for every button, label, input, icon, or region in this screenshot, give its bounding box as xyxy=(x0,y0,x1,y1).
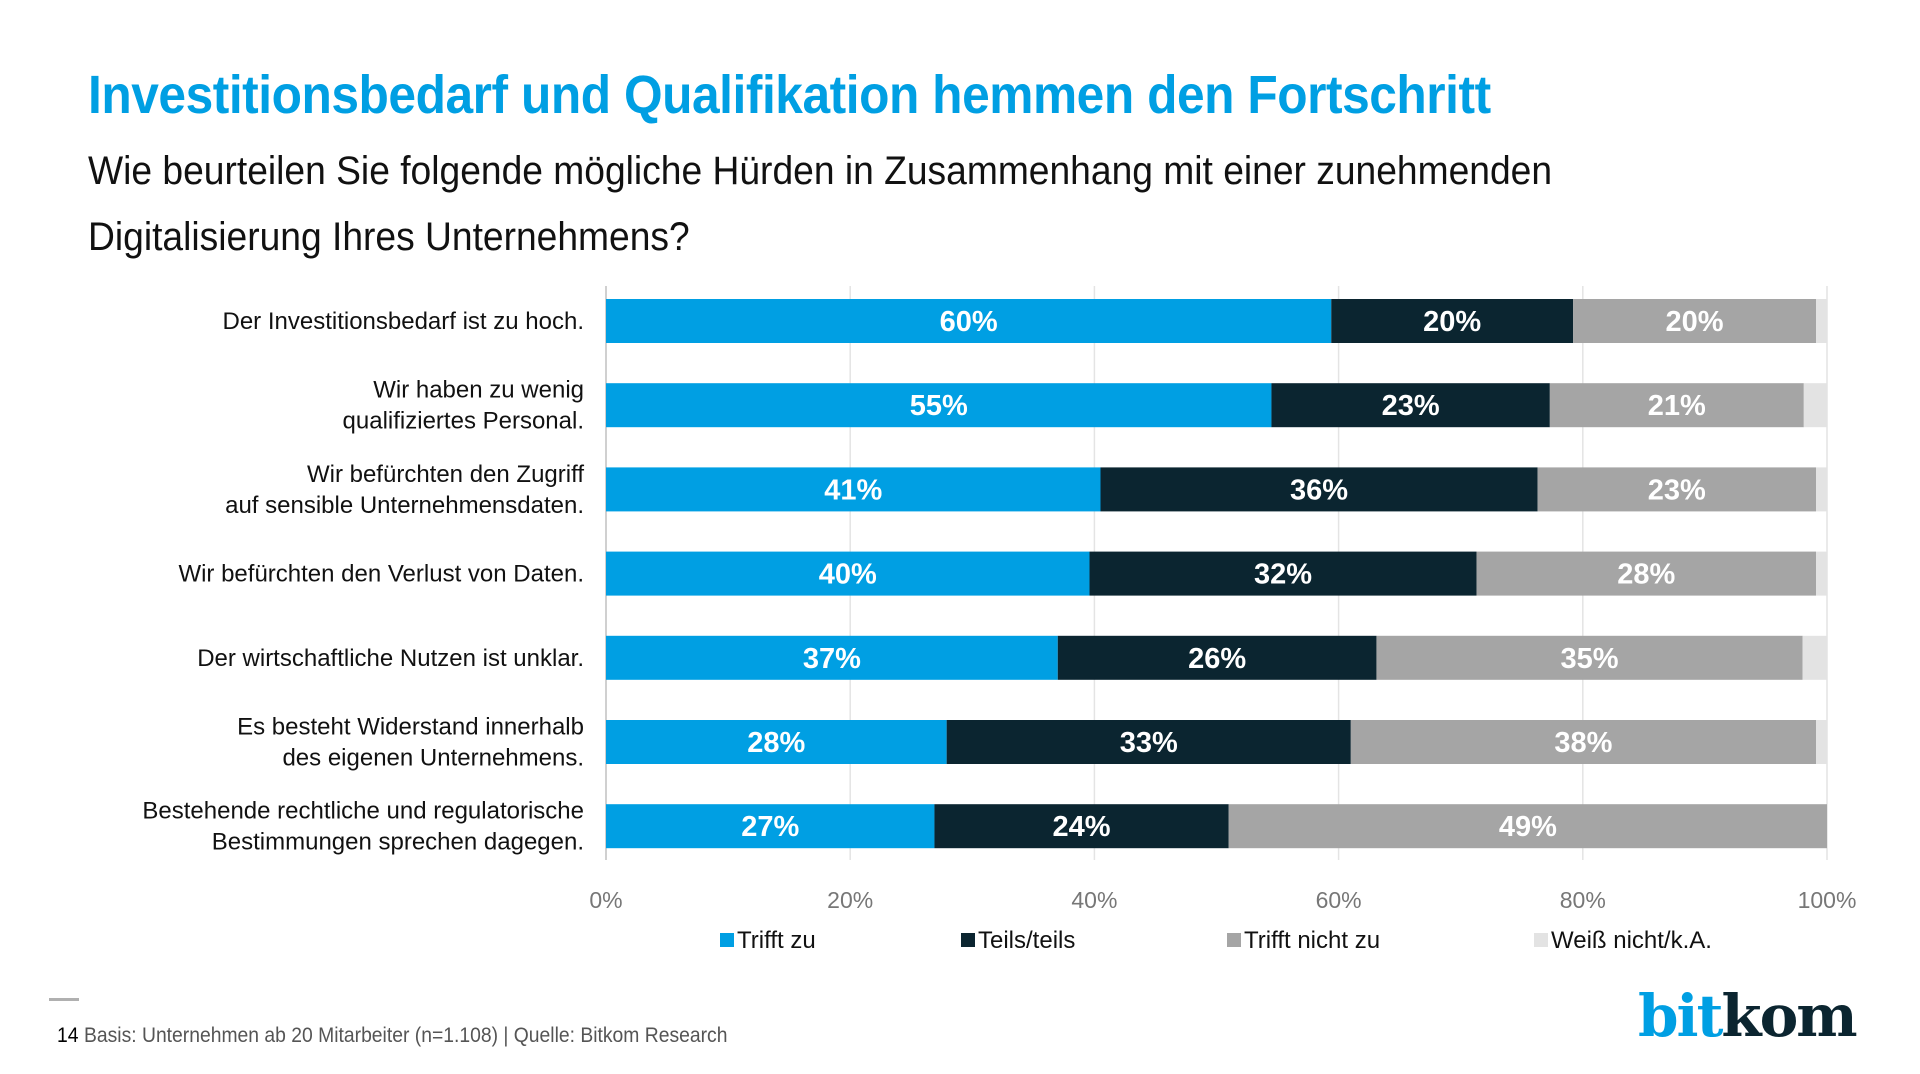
footer-note: 14 Basis: Unternehmen ab 20 Mitarbeiter (… xyxy=(57,1024,727,1048)
x-tick-label: 20% xyxy=(827,887,873,913)
data-label: 60% xyxy=(940,306,998,338)
bar-segment xyxy=(1549,383,1804,428)
logo-part-bit: bit xyxy=(1638,982,1723,1050)
legend-item: Teils/teils xyxy=(961,927,1075,954)
legend-swatch xyxy=(961,933,975,947)
bar-segment xyxy=(606,383,1272,428)
page-title: Investitionsbedarf und Qualifikation hem… xyxy=(88,65,1491,125)
category-label: Wir haben zu wenig xyxy=(373,377,584,404)
legend-swatch xyxy=(1227,933,1241,947)
bar-segment xyxy=(1816,299,1827,343)
subtitle-line-2: Digitalisierung Ihres Unternehmens? xyxy=(88,215,690,259)
bar-segment xyxy=(606,299,1332,343)
category-label: Bestehende rechtliche und regulatorische xyxy=(142,798,584,825)
legend-label: Trifft zu xyxy=(737,927,816,954)
bar-segment xyxy=(1802,635,1827,680)
bar-segment xyxy=(1476,551,1817,596)
bar-segment xyxy=(1271,383,1550,428)
data-label: 35% xyxy=(1560,643,1618,675)
category-label: Wir befürchten den Verlust von Daten. xyxy=(178,561,584,588)
category-labels: Der Investitionsbedarf ist zu hoch. Wir h… xyxy=(142,308,584,856)
bar-segment xyxy=(606,720,947,764)
bar-segment xyxy=(1537,467,1817,512)
bar-segment xyxy=(606,804,935,849)
x-axis-ticks: 0% 20% 40% 60% 80% 100% xyxy=(589,887,1856,913)
bar-segment xyxy=(1816,551,1827,596)
data-label: 32% xyxy=(1254,559,1312,591)
source-note: Basis: Unternehmen ab 20 Mitarbeiter (n=… xyxy=(84,1024,728,1047)
bar-segment xyxy=(606,467,1101,512)
bar-segment xyxy=(1573,299,1817,343)
data-label: 27% xyxy=(741,811,799,843)
bar-segment xyxy=(606,551,1090,596)
category-label: Bestimmungen sprechen dagegen. xyxy=(212,829,584,856)
subtitle-line-1: Wie beurteilen Sie folgende mögliche Hür… xyxy=(88,149,1553,193)
bar-segment xyxy=(1228,804,1827,849)
bar-segment xyxy=(1331,299,1574,343)
data-label: 38% xyxy=(1554,727,1612,759)
x-tick-label: 60% xyxy=(1316,887,1362,913)
legend-item: Trifft nicht zu xyxy=(1227,927,1380,954)
bar-segment xyxy=(1803,383,1827,428)
bar-segment xyxy=(1100,467,1538,512)
bar-segment xyxy=(1089,551,1477,596)
data-label: 28% xyxy=(1617,559,1675,591)
data-label: 36% xyxy=(1290,474,1348,506)
data-label: 20% xyxy=(1423,306,1481,338)
data-label: 41% xyxy=(824,474,882,506)
x-tick-label: 100% xyxy=(1798,887,1857,913)
legend-label: Trifft nicht zu xyxy=(1244,927,1380,954)
data-label: 26% xyxy=(1188,643,1246,675)
bar-segment xyxy=(934,804,1229,849)
bar-segment xyxy=(946,720,1351,764)
category-label: des eigenen Unternehmens. xyxy=(282,745,584,772)
data-label: 49% xyxy=(1499,811,1557,843)
legend-swatch xyxy=(1534,933,1548,947)
data-label: 20% xyxy=(1665,306,1723,338)
category-label: auf sensible Unternehmensdaten. xyxy=(225,492,584,519)
data-label: 21% xyxy=(1648,390,1706,422)
page-number: 14 xyxy=(57,1024,79,1047)
x-tick-label: 40% xyxy=(1071,887,1117,913)
data-label: 37% xyxy=(803,643,861,675)
bar-segment xyxy=(1350,720,1817,764)
page-subtitle: Wie beurteilen Sie folgende mögliche Hür… xyxy=(88,138,1552,270)
legend-item: Trifft zu xyxy=(720,927,816,954)
legend-label: Weiß nicht/k.A. xyxy=(1551,927,1712,954)
footer-divider xyxy=(49,998,79,1001)
data-label: 33% xyxy=(1120,727,1178,759)
bars: 60% 20% 20% 55% 23% 21% 41% 36% 23% 40% 32% 28% 37% 2… xyxy=(606,299,1827,849)
x-tick-label: 80% xyxy=(1560,887,1606,913)
category-label: Es besteht Widerstand innerhalb xyxy=(237,714,584,741)
category-label: Der Investitionsbedarf ist zu hoch. xyxy=(222,308,584,335)
category-label: qualifiziertes Personal. xyxy=(343,408,584,435)
data-label: 24% xyxy=(1053,811,1111,843)
legend-label: Teils/teils xyxy=(978,927,1075,954)
bar-segment xyxy=(1816,720,1827,764)
bar-segment xyxy=(1816,467,1827,512)
category-label: Wir befürchten den Zugriff xyxy=(307,461,584,488)
logo-part-kom: kom xyxy=(1721,982,1857,1050)
stacked-bar-chart: 60% 20% 20% 55% 23% 21% 41% 36% 23% 40% 32% 28% 37% 2… xyxy=(142,286,1856,954)
bar-segment xyxy=(1057,635,1377,680)
bar-segment xyxy=(1376,635,1803,680)
data-label: 23% xyxy=(1648,474,1706,506)
data-label: 40% xyxy=(819,559,877,591)
legend: Trifft zu Teils/teils Trifft nicht zu Weiß … xyxy=(720,927,1712,954)
data-label: 28% xyxy=(747,727,805,759)
legend-item: Weiß nicht/k.A. xyxy=(1534,927,1712,954)
legend-swatch xyxy=(720,933,734,947)
data-label: 23% xyxy=(1382,390,1440,422)
x-tick-label: 0% xyxy=(589,887,622,913)
category-label: Der wirtschaftliche Nutzen ist unklar. xyxy=(197,645,584,672)
data-label: 55% xyxy=(910,390,968,422)
bar-segment xyxy=(606,635,1058,680)
bitkom-logo: bitkom xyxy=(1638,982,1858,1050)
